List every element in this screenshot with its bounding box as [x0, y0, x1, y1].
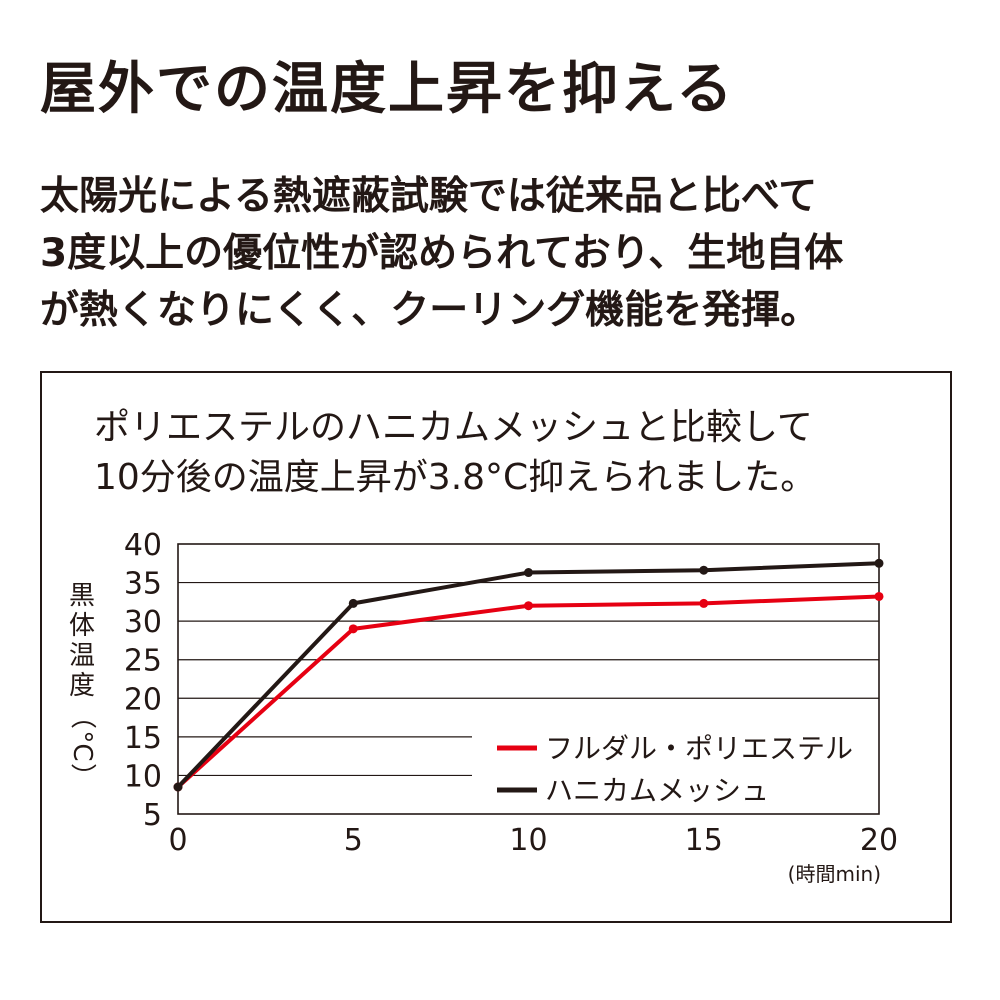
- y-tick-label: 10: [124, 759, 162, 794]
- body-line-1: 太陽光による熱遮蔽試験では従来品と比べて: [40, 174, 818, 219]
- data-point: [348, 624, 358, 634]
- y-tick-label: 40: [124, 528, 162, 563]
- body-line-3: が熱くなりにくく、クーリング機能を発揮。: [40, 288, 820, 333]
- grid-layer: [178, 581, 879, 777]
- plot-frame: [177, 543, 880, 815]
- legend-label: ハニカムメッシュ: [545, 774, 769, 807]
- body-line-2: 3度以上の優位性が認められており、生地自体: [40, 231, 844, 276]
- x-tick-label: 15: [685, 823, 723, 858]
- data-point: [699, 598, 709, 608]
- series-layer: [173, 558, 884, 792]
- plot-border: [177, 543, 880, 815]
- legend-background: [492, 728, 877, 816]
- chart-heading: ポリエステルのハニカムメッシュと比較して 10分後の温度上昇が3.8°C抑えられ…: [94, 403, 816, 503]
- y-tick-label: 20: [124, 682, 162, 717]
- x-tick-label: 0: [168, 823, 187, 858]
- x-tick-label: 20: [860, 823, 898, 858]
- y-axis-label: 黒 体 温 度 （ °C ）: [64, 581, 100, 791]
- y-tick-label: 35: [124, 567, 162, 602]
- y-axis-label-char: 度: [68, 671, 95, 701]
- chart-heading-line-2: 10分後の温度上昇が3.8°C抑えられました。: [94, 457, 817, 498]
- x-axis-unit-label: (時間min): [788, 862, 881, 886]
- y-axis-label-char: 体: [68, 611, 95, 641]
- chart-heading-line-1: ポリエステルのハニカムメッシュと比較して: [94, 407, 813, 448]
- body-text: 太陽光による熱遮蔽試験では従来品と比べて 3度以上の優位性が認められており、生地…: [40, 168, 970, 339]
- headline: 屋外での温度上昇を抑える: [40, 57, 735, 122]
- data-point: [874, 558, 884, 568]
- chart-box: ポリエステルのハニカムメッシュと比較して 10分後の温度上昇が3.8°C抑えられ…: [40, 371, 952, 923]
- y-tick-label: 30: [124, 605, 162, 640]
- data-point: [348, 598, 358, 608]
- data-point: [173, 782, 183, 792]
- x-tick-label: 5: [344, 823, 363, 858]
- data-point: [699, 565, 709, 575]
- data-point: [524, 601, 533, 611]
- y-axis-label-char: 黒: [68, 581, 95, 611]
- x-tick-label: 10: [509, 823, 547, 858]
- y-tick-label: 5: [143, 798, 162, 833]
- y-axis-label-char: 温: [68, 641, 95, 671]
- legend-label: フルダル・ポリエステル: [545, 732, 853, 765]
- data-point: [874, 591, 884, 601]
- y-tick-label: 25: [124, 644, 162, 679]
- y-tick-label: 15: [124, 721, 162, 756]
- data-point: [524, 568, 533, 578]
